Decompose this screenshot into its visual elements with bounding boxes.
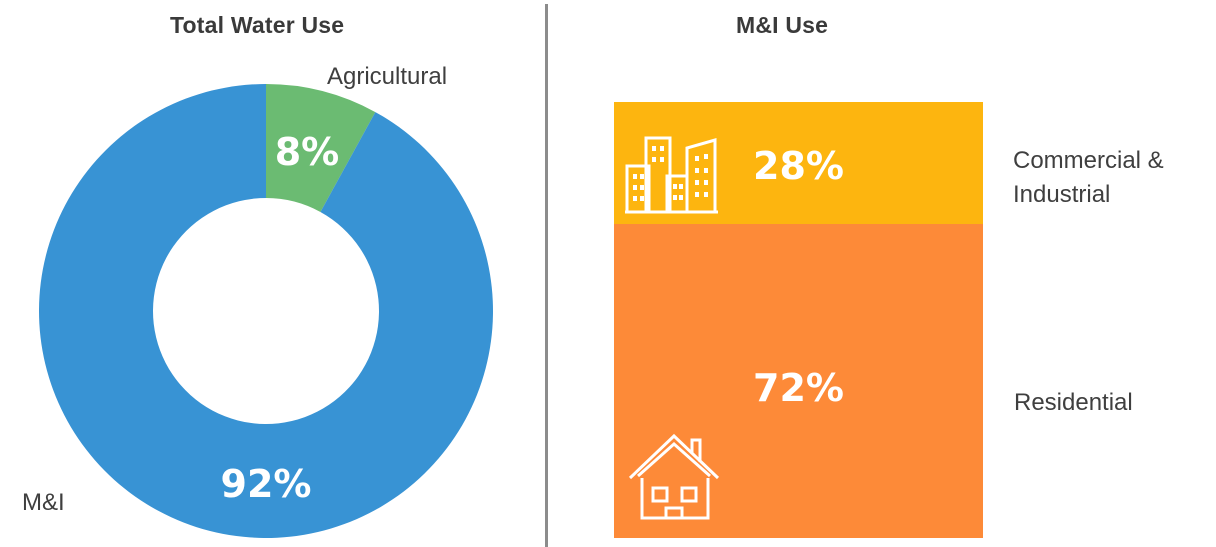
residential-block: 72%: [614, 224, 983, 538]
donut-slice-agricultural: [266, 84, 376, 212]
buildings-icon: [625, 136, 718, 214]
agricultural-label: Agricultural: [327, 63, 448, 90]
mi-label: M&I: [22, 489, 65, 516]
house-icon: [628, 433, 720, 520]
commercial-industrial-label: Commercial & Industrial: [1013, 147, 1164, 208]
total-water-use-title: Total Water Use: [170, 12, 345, 38]
panel-divider: [545, 4, 548, 547]
donut-slice-mi: [38, 84, 493, 538]
residential-label: Residential: [1014, 389, 1133, 416]
mi-use-title: M&I Use: [736, 12, 829, 38]
mi-percent-label: 92%: [221, 462, 312, 506]
agricultural-percent-label: 8%: [275, 130, 340, 174]
donut-chart: 8% 92%: [38, 84, 493, 538]
commercial-industrial-block: 28%: [614, 102, 983, 224]
commercial-industrial-percent-label: 28%: [753, 144, 844, 188]
residential-percent-label: 72%: [753, 366, 844, 410]
